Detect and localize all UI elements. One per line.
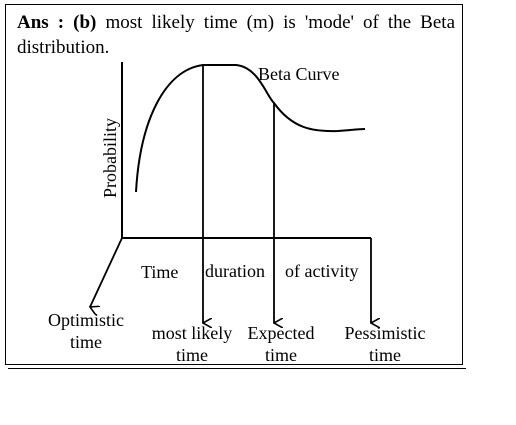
most-likely-time-label: most likely time [144,322,240,366]
answer-body: most likely time (m) is 'mode' of the Be… [17,12,456,58]
answer-prefix: Ans : (b) [17,12,97,33]
optimistic-arrow [90,237,123,307]
x-axis-word-activity: of activity [285,261,359,281]
x-axis-word-time: Time [141,262,179,282]
expected-line2: time [265,345,297,365]
most-likely-line2: time [176,345,208,365]
beta-curve [135,64,366,193]
answer-text: Ans : (b) most likely time (m) is 'mode'… [17,10,455,60]
expected-line1: Expected [247,323,315,343]
answer-box [5,4,463,365]
y-axis-label: Probability [100,118,120,198]
x-axis-word-duration: duration [205,261,265,281]
most-likely-line1: most likely [151,323,233,343]
bottom-rule [8,368,466,369]
optimistic-line2: time [70,332,102,352]
optimistic-line1: Optimistic [48,310,124,330]
expected-time-label: Expected time [236,322,326,366]
pessimistic-time-label: Pessimistic time [334,322,436,366]
optimistic-time-label: Optimistic time [38,309,134,353]
beta-curve-label: Beta Curve [258,64,340,84]
pessimistic-line1: Pessimistic [344,323,426,343]
pessimistic-line2: time [369,345,401,365]
